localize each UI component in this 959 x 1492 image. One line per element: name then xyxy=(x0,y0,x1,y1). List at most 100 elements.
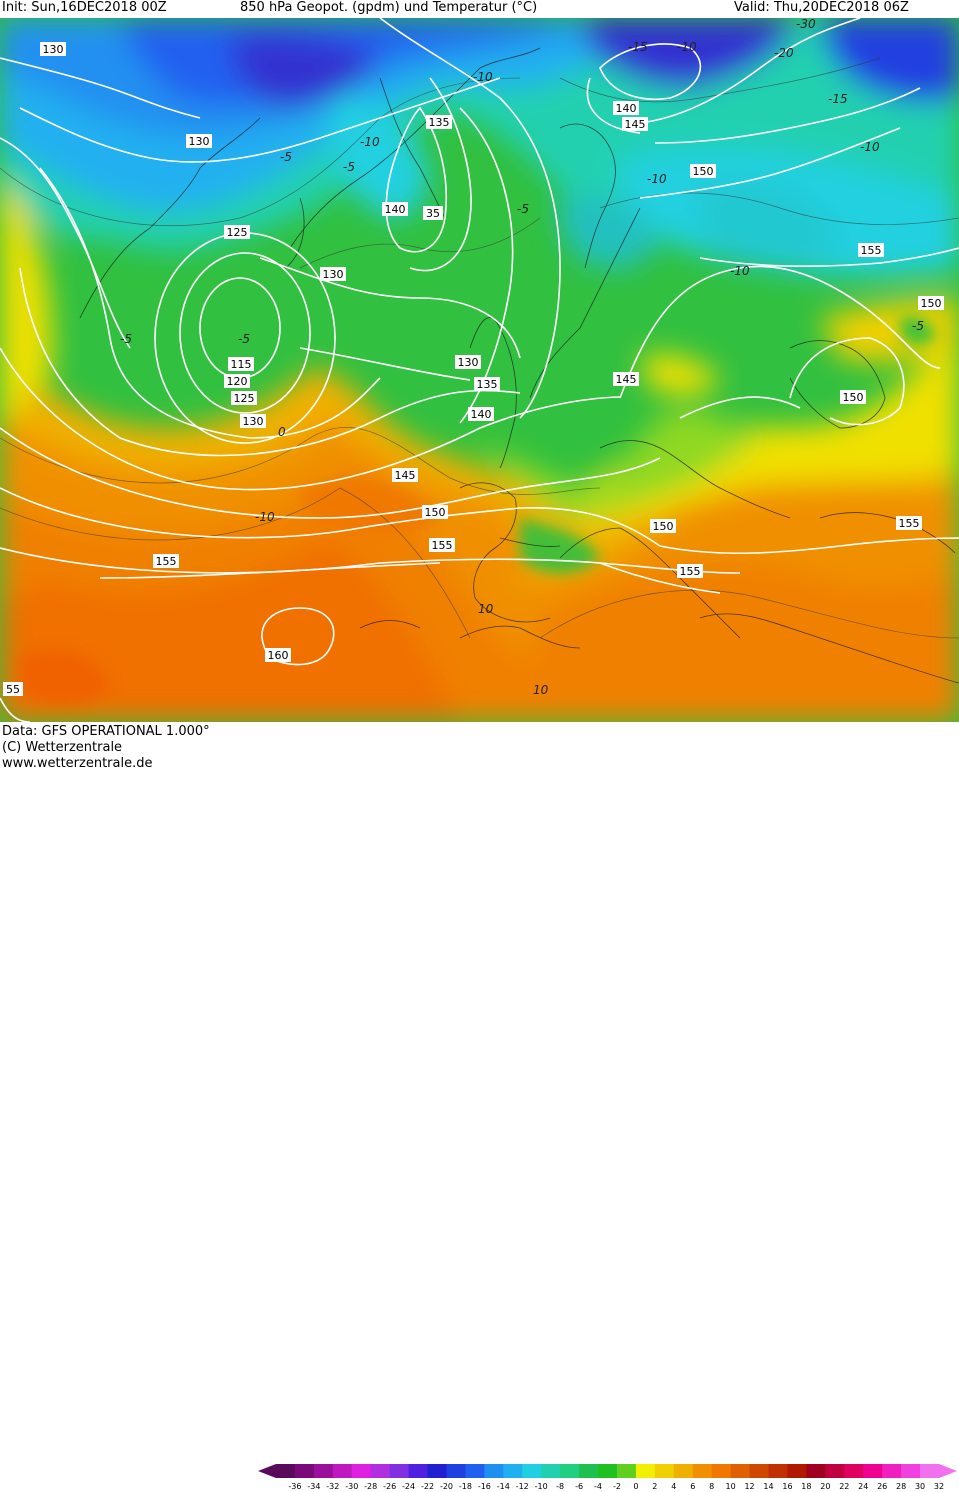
label-125-a: 125 xyxy=(224,225,250,239)
svg-text:155: 155 xyxy=(680,565,701,578)
colorbar-tick-label: 10 xyxy=(726,1482,736,1491)
valid-time: Valid: Thu,20DEC2018 06Z xyxy=(734,0,909,15)
label-140-c: 140 xyxy=(613,101,639,115)
colorbar-tick-label: -20 xyxy=(440,1482,453,1491)
label-135-b: 135 xyxy=(474,377,500,391)
label-140-b: 140 xyxy=(468,407,494,421)
svg-text:-10: -10 xyxy=(255,510,275,524)
svg-text:155: 155 xyxy=(156,555,177,568)
geopotential-labels: 130 130 125 115 120 125 130 130 135 140 … xyxy=(3,42,944,696)
svg-text:35: 35 xyxy=(426,207,440,220)
colorbar-tick-label: 8 xyxy=(709,1482,714,1491)
colorbar-tick-label: -22 xyxy=(421,1482,434,1491)
colorbar-swatch xyxy=(370,1464,391,1478)
init-time: Init: Sun,16DEC2018 00Z xyxy=(2,0,167,15)
label-145-a: 145 xyxy=(392,468,418,482)
svg-text:140: 140 xyxy=(616,102,637,115)
colorbar-tick-label: -32 xyxy=(326,1482,339,1491)
label-145-b: 145 xyxy=(622,117,648,131)
colorbar-swatch xyxy=(920,1464,940,1478)
label-55: 55 xyxy=(3,682,23,696)
svg-text:135: 135 xyxy=(477,378,498,391)
colorbar-swatch xyxy=(465,1464,485,1478)
label-140-a: 140 xyxy=(382,202,408,216)
colorbar-swatch xyxy=(579,1464,599,1478)
colorbar-swatch xyxy=(882,1464,902,1478)
colorbar-swatch xyxy=(635,1464,656,1478)
svg-text:155: 155 xyxy=(861,244,882,257)
colorbar-tick-label: 18 xyxy=(801,1482,811,1491)
label-155-c: 155 xyxy=(153,554,179,568)
colorbar-swatch xyxy=(825,1464,845,1478)
colorbar-tick-label: 26 xyxy=(877,1482,887,1491)
svg-text:-10: -10 xyxy=(860,140,880,154)
colorbar-tick-label: -10 xyxy=(535,1482,548,1491)
colorbar-tick-label: -6 xyxy=(575,1482,583,1491)
svg-text:140: 140 xyxy=(471,408,492,421)
colorbar-tick-label: -26 xyxy=(383,1482,396,1491)
colorbar-tick-label: 28 xyxy=(896,1482,906,1491)
svg-text:150: 150 xyxy=(921,297,942,310)
colorbar-tick-label: 4 xyxy=(671,1482,676,1491)
colorbar-swatch xyxy=(446,1464,466,1478)
svg-text:150: 150 xyxy=(693,165,714,178)
map-footer: Data: GFS OPERATIONAL 1.000° (C) Wetterz… xyxy=(0,722,959,1491)
colorbar-swatch xyxy=(654,1464,675,1478)
svg-text:-20: -20 xyxy=(774,46,794,60)
colorbar-tick-label: 32 xyxy=(934,1482,944,1491)
colorbar-tick-label: 16 xyxy=(782,1482,792,1491)
label-130-c: 130 xyxy=(240,414,266,428)
colorbar-tick-label: 22 xyxy=(839,1482,849,1491)
svg-text:130: 130 xyxy=(189,135,210,148)
svg-text:-5: -5 xyxy=(517,202,529,216)
label-35: 35 xyxy=(423,206,443,220)
colorbar-tick-label: 2 xyxy=(652,1482,657,1491)
data-source: Data: GFS OPERATIONAL 1.000° xyxy=(2,724,210,739)
website-link[interactable]: www.wetterzentrale.de xyxy=(2,756,153,771)
svg-text:145: 145 xyxy=(395,469,416,482)
label-155-a: 155 xyxy=(858,243,884,257)
colorbar-right-arrow xyxy=(939,1464,957,1478)
colorbar-swatch xyxy=(844,1464,864,1478)
colorbar-tick-label: 12 xyxy=(744,1482,754,1491)
svg-text:125: 125 xyxy=(227,226,248,239)
colorbar-swatch xyxy=(863,1464,883,1478)
colorbar-swatch xyxy=(313,1464,334,1478)
colorbar-swatch xyxy=(351,1464,372,1478)
svg-text:-10: -10 xyxy=(730,264,750,278)
colorbar-tick-label: -28 xyxy=(364,1482,377,1491)
svg-text:145: 145 xyxy=(625,118,646,131)
colorbar-tick-label: -8 xyxy=(556,1482,564,1491)
svg-text:130: 130 xyxy=(243,415,264,428)
colorbar-swatch xyxy=(730,1464,751,1478)
svg-text:10: 10 xyxy=(533,683,549,697)
svg-text:130: 130 xyxy=(323,268,344,281)
svg-text:145: 145 xyxy=(616,373,637,386)
label-130-e: 130 xyxy=(455,355,481,369)
colorbar-tick-label: -16 xyxy=(478,1482,491,1491)
colorbar-tick-label: -4 xyxy=(594,1482,602,1491)
colorbar-tick-label: -36 xyxy=(288,1482,301,1491)
colorbar-tick-label: -30 xyxy=(345,1482,358,1491)
label-150-b: 150 xyxy=(918,296,944,310)
svg-text:55: 55 xyxy=(6,683,20,696)
colorbar-swatch xyxy=(294,1464,315,1478)
colorbar-swatch xyxy=(332,1464,353,1478)
colorbar-tick-label: -12 xyxy=(516,1482,529,1491)
colorbar-swatch xyxy=(503,1464,523,1478)
temperature-colorbar: -36 -34 -32 -30 -28 -26 -24 -22 -20 -18 -16 -14 -12-… xyxy=(258,1464,957,1491)
svg-text:135: 135 xyxy=(429,116,450,129)
copyright-text: (C) Wetterzentrale xyxy=(2,740,123,755)
svg-text:-5: -5 xyxy=(280,150,292,164)
svg-text:-15: -15 xyxy=(828,92,848,106)
colorbar-swatch xyxy=(749,1464,770,1478)
colorbar-tick-label: 24 xyxy=(858,1482,868,1491)
colorbar-tick-label: 6 xyxy=(690,1482,695,1491)
colorbar-swatch xyxy=(673,1464,694,1478)
colorbar-tick-label: -14 xyxy=(497,1482,510,1491)
label-130-a: 130 xyxy=(40,42,66,56)
colorbar-swatch xyxy=(616,1464,637,1478)
label-135-a: 135 xyxy=(426,115,452,129)
colorbar-tick-label: 20 xyxy=(820,1482,830,1491)
temperature-labels: -5 -5 -10 -5 -10 -5 0 -10 -15 -15 -10 -1… xyxy=(120,18,924,697)
